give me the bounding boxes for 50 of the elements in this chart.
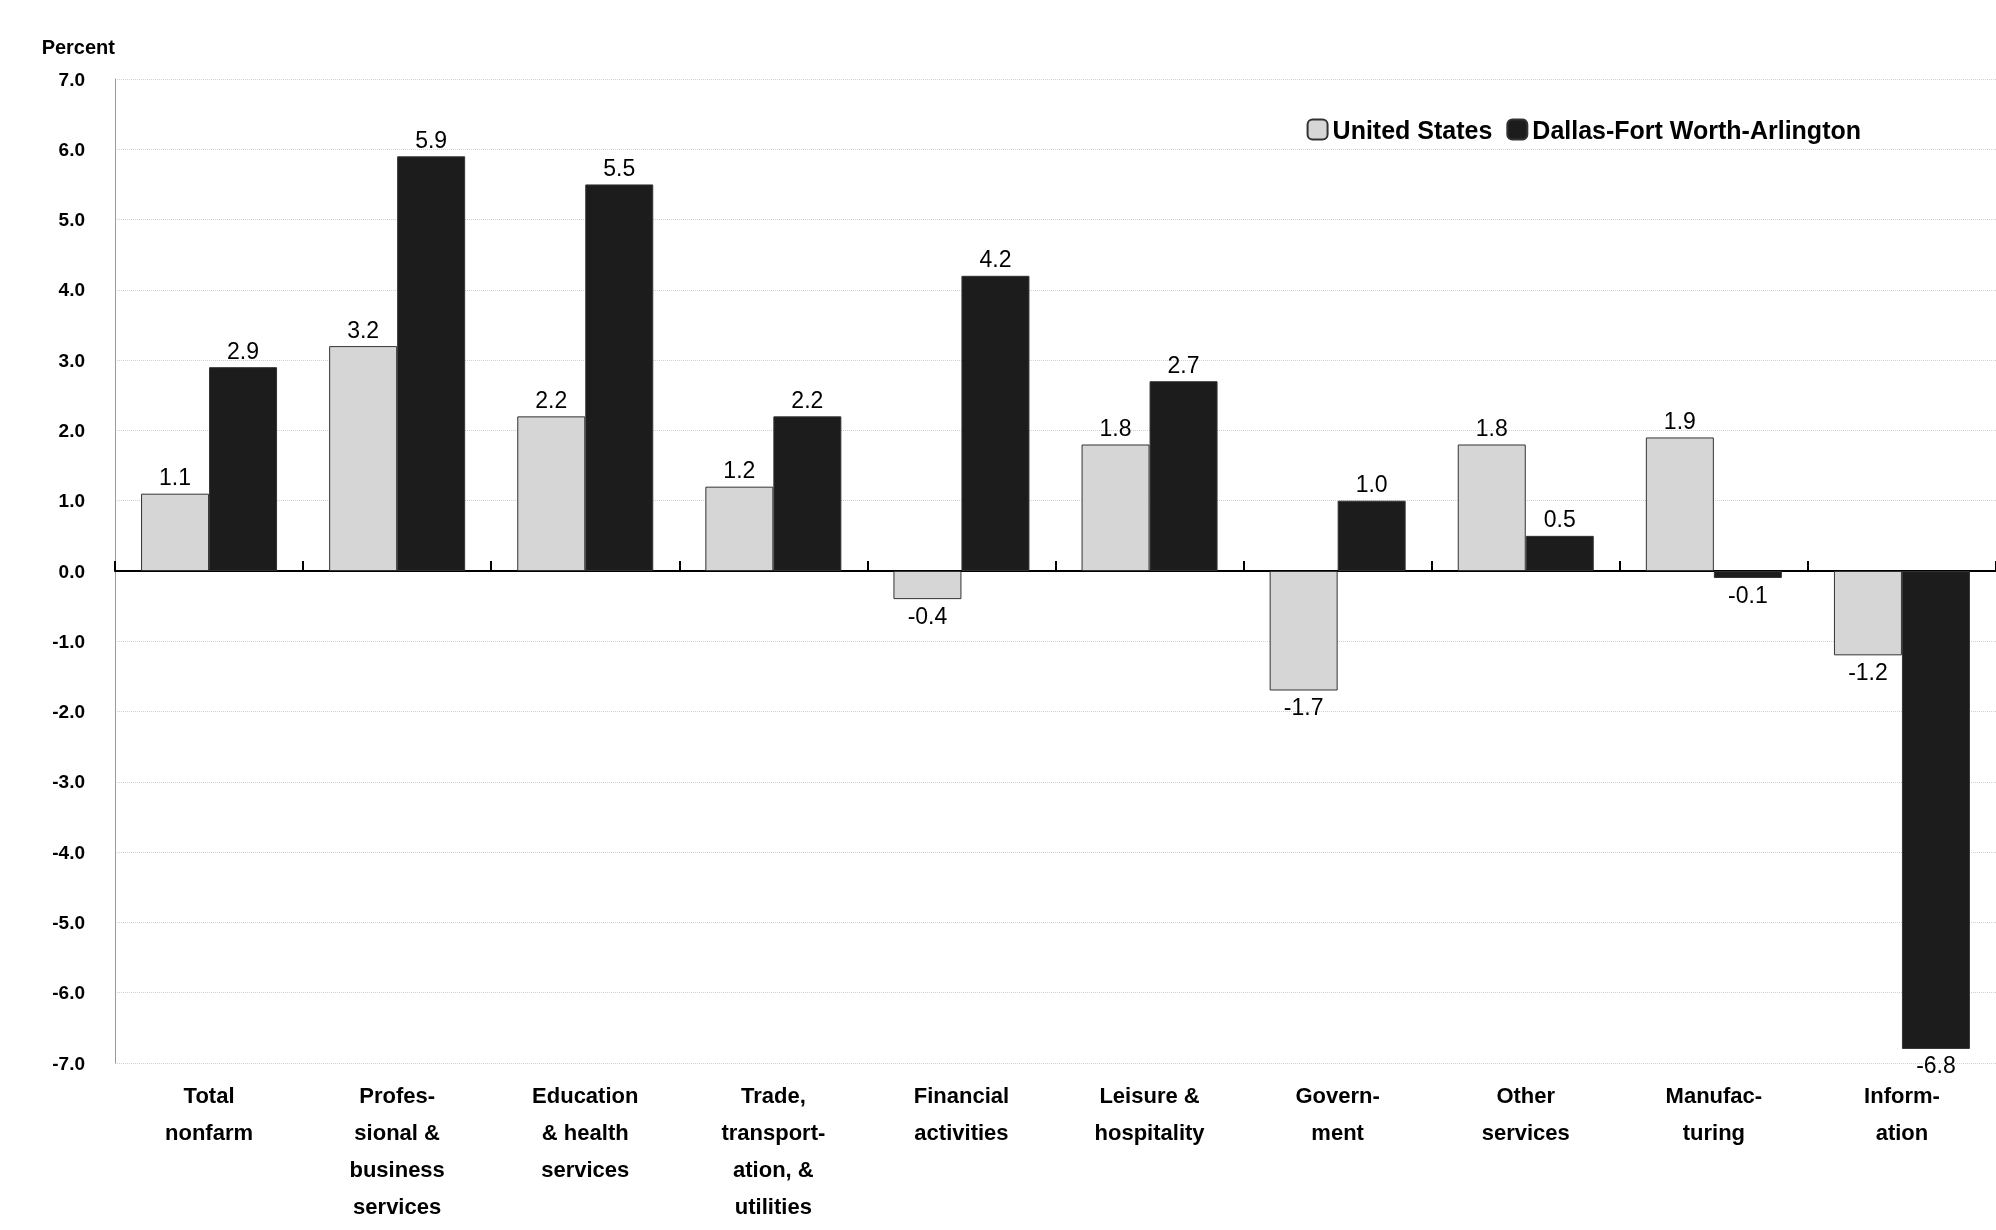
y-axis-title: Percent: [41, 36, 116, 58]
y-tick-label: -1.0: [52, 630, 85, 652]
x-tick-label: Govern- ment: [1295, 1083, 1380, 1145]
x-tick-label: Trade, transport- ation, & utilities: [721, 1083, 826, 1219]
y-tick-label: 3.0: [58, 349, 85, 371]
x-tick-label: Manufac- turing: [1665, 1083, 1763, 1145]
y-tick-label: 6.0: [58, 138, 85, 160]
y-tick-label: 7.0: [58, 68, 85, 90]
y-tick-label: -5.0: [52, 911, 85, 933]
data-label: 4.2: [979, 246, 1012, 273]
x-tick-label: Financial activities: [913, 1083, 1010, 1145]
y-tick-label: 4.0: [58, 279, 85, 301]
data-label: 2.2: [791, 386, 824, 413]
data-label: 3.2: [347, 316, 380, 343]
x-tick-label: Inform- ation: [1864, 1083, 1940, 1145]
data-label: -0.1: [1728, 581, 1768, 608]
data-label: 1.1: [159, 464, 192, 491]
data-label: -1.2: [1848, 658, 1888, 685]
legend-label: Dallas-Fort Worth-Arlington: [1532, 115, 1862, 144]
x-tick-label: Profes- sional & business services: [349, 1083, 445, 1219]
data-label: 2.9: [227, 337, 260, 364]
y-tick-label: -4.0: [52, 841, 85, 863]
y-tick-label: 0.0: [58, 560, 85, 582]
data-label: -0.4: [907, 602, 948, 629]
data-label: 2.7: [1167, 351, 1200, 378]
bar: [1337, 500, 1406, 571]
y-tick-label: -7.0: [52, 1052, 85, 1074]
data-label: 0.5: [1543, 506, 1576, 533]
data-label: 1.2: [723, 457, 756, 484]
x-tick-label: Other services: [1481, 1083, 1570, 1145]
data-label: 1.0: [1355, 471, 1388, 498]
x-tick-label: Total nonfarm: [165, 1083, 254, 1145]
data-label: 1.8: [1099, 414, 1132, 441]
data-label: 2.2: [535, 386, 568, 413]
y-tick-label: 2.0: [58, 419, 85, 441]
x-tick-label: Leisure & hospitality: [1094, 1083, 1206, 1145]
data-label: 1.9: [1663, 407, 1696, 434]
data-label: 1.8: [1475, 414, 1508, 441]
y-tick-label: 1.0: [58, 490, 85, 512]
y-tick-label: 5.0: [58, 209, 85, 231]
data-label: 5.5: [603, 154, 636, 181]
data-label: -6.8: [1916, 1052, 1956, 1079]
y-tick-label: -2.0: [52, 701, 85, 723]
data-label: -1.7: [1283, 693, 1324, 720]
data-label: 5.9: [415, 126, 448, 153]
y-tick-label: -3.0: [52, 771, 85, 793]
x-tick-label: Education & health services: [532, 1083, 639, 1182]
legend-label: United States: [1332, 115, 1493, 144]
y-tick-label: -6.0: [52, 982, 85, 1004]
bar: [1713, 571, 1782, 579]
